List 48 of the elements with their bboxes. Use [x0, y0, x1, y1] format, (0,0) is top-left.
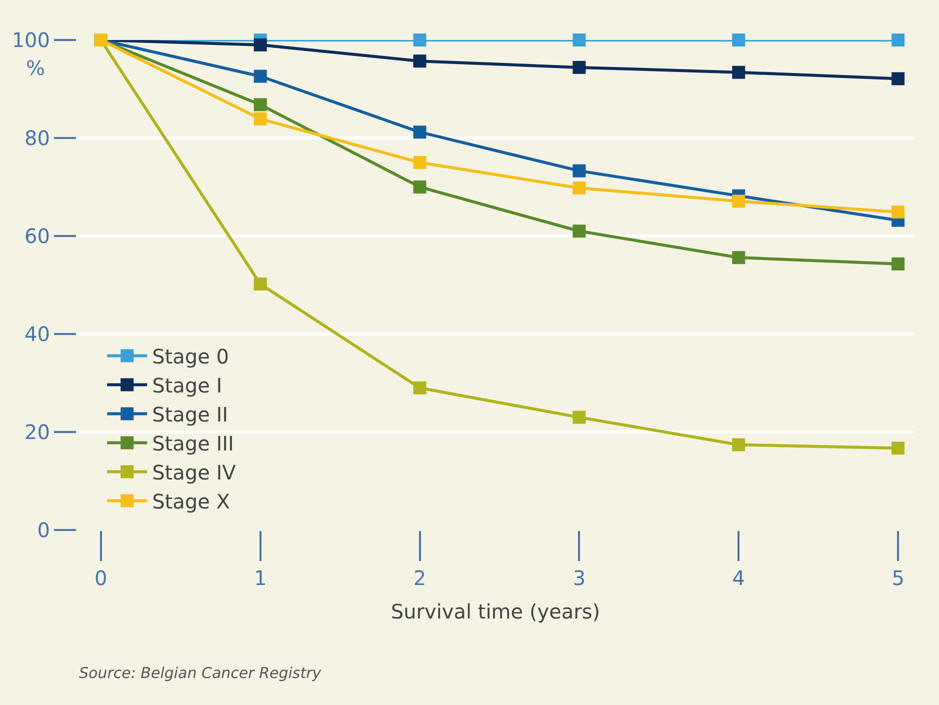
point: [413, 156, 426, 169]
legend-label: Stage 0: [152, 344, 229, 368]
legend-label: Stage III: [152, 432, 234, 456]
point: [254, 112, 267, 126]
x-tick-label: 2: [413, 566, 426, 590]
legend-label: Stage II: [152, 402, 228, 426]
x-tick-label: 0: [94, 566, 108, 590]
y-tick-label: 20: [24, 420, 50, 444]
point: [732, 34, 746, 46]
y-axis-title: %: [26, 56, 46, 80]
source-note: Source: Belgian Cancer Registry: [79, 664, 322, 682]
point: [892, 34, 905, 46]
point: [572, 34, 586, 46]
point: [892, 257, 905, 270]
point: [413, 381, 426, 394]
point: [892, 442, 905, 455]
point: [732, 251, 746, 264]
point: [572, 181, 586, 194]
legend-label: Stage I: [152, 374, 222, 398]
x-tick-label: 4: [732, 566, 745, 590]
point: [732, 194, 746, 208]
point: [254, 70, 267, 83]
point: [892, 72, 905, 86]
point: [732, 438, 746, 452]
y-tick-label: 80: [24, 126, 50, 150]
y-tick-label: 40: [24, 322, 50, 346]
point: [254, 98, 267, 112]
x-tick-label: 1: [254, 566, 267, 590]
point: [572, 164, 586, 178]
point: [572, 60, 586, 74]
y-tick-label: 100: [12, 28, 50, 52]
legend-label: Stage X: [152, 490, 230, 514]
point: [572, 224, 586, 238]
point: [254, 278, 267, 291]
y-tick-label: 60: [24, 224, 50, 248]
x-tick-label: 5: [892, 566, 904, 590]
legend-label: Stage IV: [152, 460, 236, 484]
y-tick-label: 0: [37, 518, 50, 542]
x-axis-title: Survival time (years): [390, 600, 600, 624]
point: [892, 205, 905, 218]
point: [413, 54, 426, 68]
point: [413, 126, 426, 139]
x-tick-label: 3: [572, 566, 586, 590]
point: [413, 180, 426, 194]
point: [254, 38, 267, 52]
point: [413, 34, 426, 46]
point: [732, 66, 746, 79]
point: [572, 410, 586, 424]
